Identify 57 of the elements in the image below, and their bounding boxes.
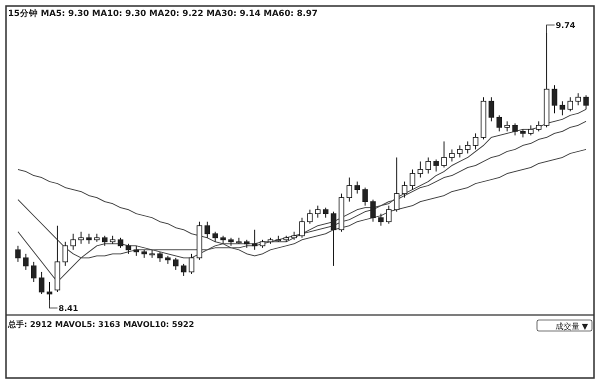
candlestick [552, 84, 558, 114]
candlestick [78, 231, 84, 244]
candlestick [315, 205, 321, 218]
candlestick [15, 245, 21, 262]
candlestick [204, 221, 210, 238]
candlestick [322, 207, 328, 218]
candlestick [180, 263, 186, 276]
candlestick [62, 241, 68, 266]
candlestick [86, 233, 92, 244]
candlestick [346, 177, 352, 202]
candlestick [330, 211, 336, 266]
candlestick [402, 181, 408, 198]
candlestick [457, 144, 463, 158]
candlestick [134, 245, 140, 256]
candlestick [433, 158, 439, 172]
candlestick [23, 253, 29, 270]
candlestick [378, 213, 384, 226]
candlestick [464, 140, 470, 154]
candlestick [30, 261, 36, 282]
candlestick [38, 271, 44, 294]
candlestick [126, 243, 132, 254]
candlestick [575, 92, 581, 106]
candlestick [157, 251, 163, 262]
candlestick [307, 209, 313, 224]
text: 8.41 [58, 304, 79, 313]
candlestick [536, 120, 542, 132]
candlestick [528, 124, 534, 136]
chart-title: 15分钟 MA5: 9.30 MA10: 9.30 MA20: 9.22 MA30: 9.14 MA60: 8.97 [8, 8, 318, 19]
candlestick [472, 132, 478, 150]
candlestick [386, 205, 392, 224]
text: 总手: 2912 MAVOL5: 3163 MAVOL10: 5922 [7, 320, 194, 329]
candlestick [568, 96, 574, 112]
candlestick [496, 114, 502, 132]
candlestick [102, 235, 108, 246]
candlestick [410, 169, 416, 190]
candlestick [512, 122, 518, 136]
candlestick [583, 94, 589, 110]
text: 9.74 [556, 21, 576, 30]
candlestick [504, 120, 510, 132]
candlestick [394, 156, 400, 212]
candlestick [354, 181, 360, 194]
candlestick [362, 187, 368, 206]
candlestick [370, 199, 376, 222]
candlestick [118, 237, 124, 248]
candlestick [449, 148, 455, 162]
candlestick [418, 160, 424, 178]
candlestick [488, 96, 494, 122]
candlestick [252, 229, 258, 250]
candlestick [299, 217, 305, 238]
candlestick [70, 233, 76, 250]
text: 成交量 ▼ [555, 322, 589, 331]
candlestick [425, 156, 432, 174]
candlestick [441, 140, 447, 168]
candlestick [188, 253, 194, 274]
candlestick [212, 231, 218, 242]
candlestick [560, 100, 566, 116]
candlestick [172, 257, 179, 270]
